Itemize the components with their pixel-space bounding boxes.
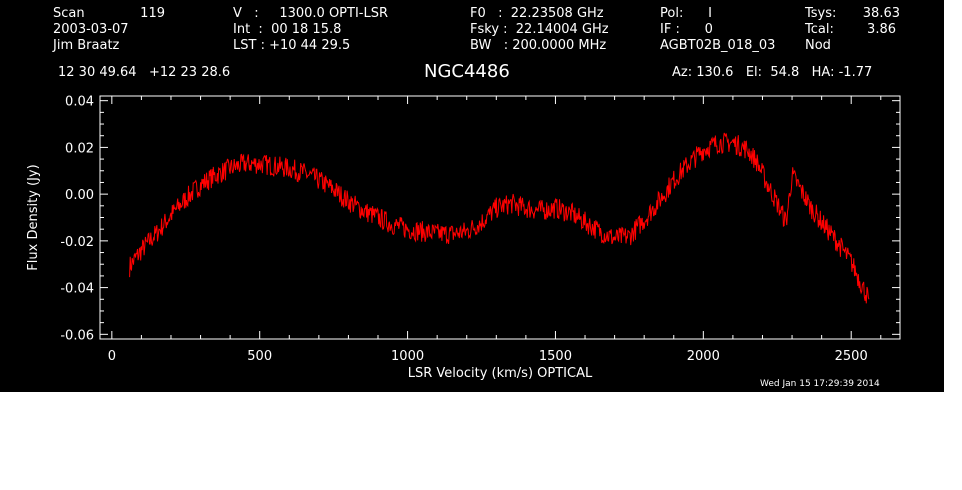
tsys-value: 38.63 — [862, 6, 900, 21]
integration-time: Int : 00 18 15.8 — [233, 22, 342, 37]
project-id: AGBT02B_018_03 — [660, 38, 776, 53]
observing-mode: Nod — [805, 38, 831, 53]
x-tick-label: 2500 — [835, 349, 868, 364]
y-tick-label: 0.04 — [65, 95, 94, 110]
y-axis-label: Flux Density (Jy) — [26, 164, 41, 270]
spectrum-chart: 0 500 1000 1500 2000 2500 -0.06 -0.04 -0.02 0.00 0… — [26, 95, 901, 381]
plot-timestamp: Wed Jan 15 17:29:39 2014 — [760, 379, 880, 389]
observation-date: 2003-03-07 — [53, 22, 129, 37]
tsys-label: Tsys: — [805, 6, 837, 21]
observer-name: Jim Braatz — [53, 38, 120, 53]
tcal-value: 3.86 — [867, 22, 896, 37]
y-tick-label: 0.00 — [65, 188, 94, 203]
velocity-info: V : 1300.0 OPTI-LSR — [233, 6, 389, 21]
tcal-label: Tcal: — [805, 22, 834, 37]
lst-info: LST : +10 44 29.5 — [233, 38, 351, 53]
source-coordinates: 12 30 49.64 +12 23 28.6 — [58, 65, 231, 80]
spectrum-line — [129, 132, 870, 304]
y-tick-label: 0.02 — [65, 141, 94, 156]
y-tick-label: -0.02 — [60, 235, 94, 250]
y-tick-label: -0.04 — [60, 282, 94, 297]
plot-panel: Scan 119 2003-03-07 Jim Braatz V : 1300.… — [0, 0, 944, 392]
source-name: NGC4486 — [424, 61, 510, 82]
scan-value: 119 — [140, 6, 165, 21]
rest-frequency: F0 : 22.23508 GHz — [470, 6, 604, 21]
pointing-info: Az: 130.6 El: 54.8 HA: -1.77 — [672, 65, 873, 80]
x-tick-label: 0 — [108, 349, 116, 364]
scan-label: Scan — [53, 6, 85, 21]
plot-frame — [99, 95, 901, 340]
x-axis-label: LSR Velocity (km/s) OPTICAL — [408, 366, 593, 381]
x-tick-label: 2000 — [687, 349, 720, 364]
x-tick-label: 500 — [247, 349, 272, 364]
polarization: Pol: I — [660, 6, 712, 21]
x-tick-label: 1000 — [391, 349, 424, 364]
if-number: IF : 0 — [660, 22, 713, 37]
sky-frequency: Fsky : 22.14004 GHz — [470, 22, 609, 37]
y-tick-label: -0.06 — [60, 328, 94, 343]
x-tick-label: 1500 — [539, 349, 572, 364]
bandwidth: BW : 200.0000 MHz — [470, 38, 607, 53]
